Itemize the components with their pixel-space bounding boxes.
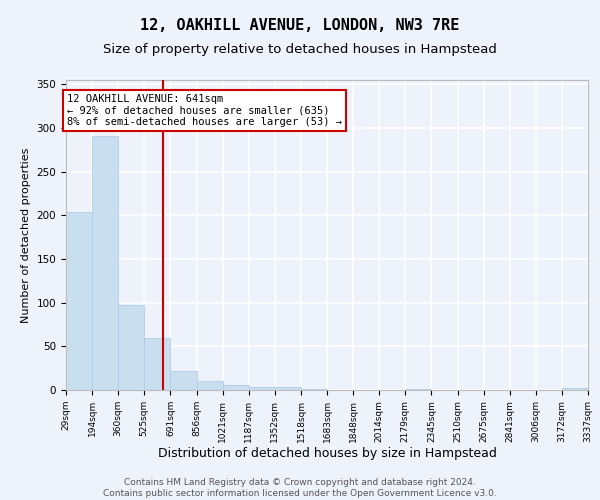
Bar bbox=[66, 212, 92, 390]
Text: Contains HM Land Registry data © Crown copyright and database right 2024.
Contai: Contains HM Land Registry data © Crown c… bbox=[103, 478, 497, 498]
Text: 12 OAKHILL AVENUE: 641sqm
← 92% of detached houses are smaller (635)
8% of semi-: 12 OAKHILL AVENUE: 641sqm ← 92% of detac… bbox=[67, 94, 342, 127]
Text: Size of property relative to detached houses in Hampstead: Size of property relative to detached ho… bbox=[103, 42, 497, 56]
Text: 12, OAKHILL AVENUE, LONDON, NW3 7RE: 12, OAKHILL AVENUE, LONDON, NW3 7RE bbox=[140, 18, 460, 32]
Bar bbox=[118, 306, 144, 390]
Bar bbox=[249, 386, 275, 390]
Bar bbox=[92, 136, 118, 390]
Bar bbox=[197, 382, 223, 390]
Bar bbox=[301, 389, 327, 390]
X-axis label: Distribution of detached houses by size in Hampstead: Distribution of detached houses by size … bbox=[158, 448, 496, 460]
Bar bbox=[562, 388, 588, 390]
Bar bbox=[144, 338, 170, 390]
Bar bbox=[170, 371, 197, 390]
Bar bbox=[275, 388, 301, 390]
Y-axis label: Number of detached properties: Number of detached properties bbox=[21, 148, 31, 322]
Bar bbox=[405, 389, 431, 390]
Bar bbox=[223, 385, 249, 390]
